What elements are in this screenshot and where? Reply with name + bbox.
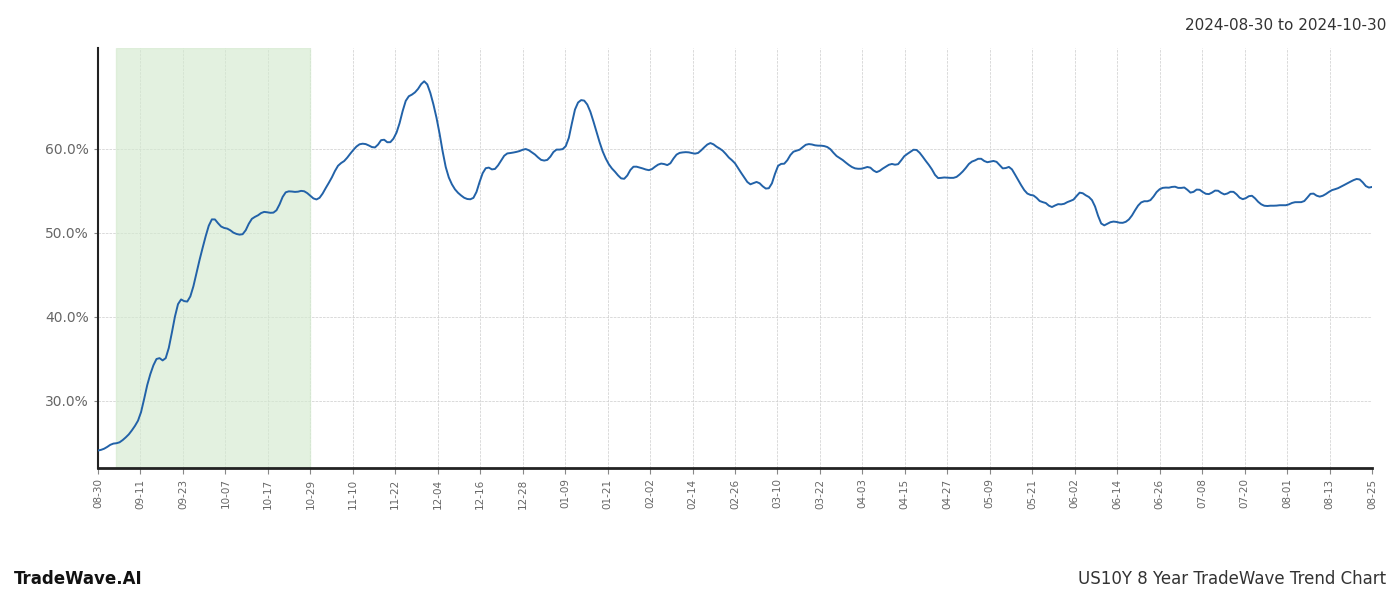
Text: US10Y 8 Year TradeWave Trend Chart: US10Y 8 Year TradeWave Trend Chart — [1078, 570, 1386, 588]
Text: 2024-08-30 to 2024-10-30: 2024-08-30 to 2024-10-30 — [1184, 18, 1386, 33]
Text: TradeWave.AI: TradeWave.AI — [14, 570, 143, 588]
Bar — [116, 48, 311, 468]
